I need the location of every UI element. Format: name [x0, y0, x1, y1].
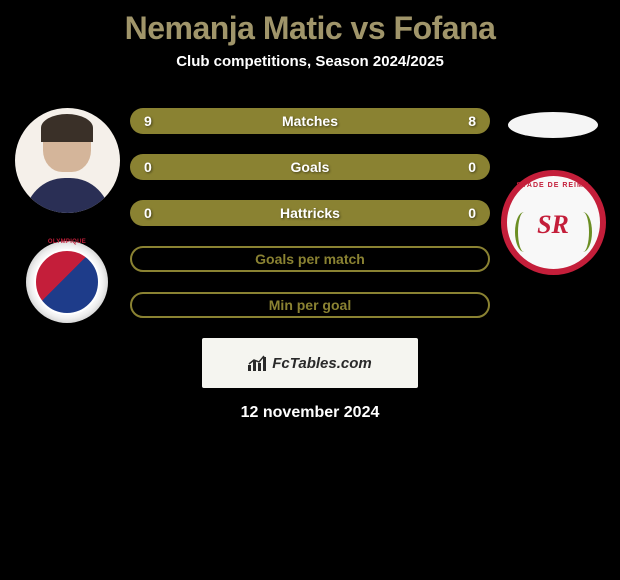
- stat-right-val: 8: [468, 113, 476, 129]
- stat-bar-goals: 0 Goals 0: [130, 154, 490, 180]
- stats-column: 9 Matches 8 0 Goals 0 0 Hattricks 0 Goal…: [122, 108, 498, 422]
- subtitle: Club competitions, Season 2024/2025: [10, 53, 610, 70]
- stat-bar-goals-per-match: Goals per match: [130, 246, 490, 272]
- club-badge-reims: STADE DE REIMS SR: [501, 170, 606, 275]
- right-column: STADE DE REIMS SR: [498, 108, 608, 275]
- left-column: OLYMPIQUE: [12, 108, 122, 323]
- player-photo-left: [15, 108, 120, 213]
- stat-left-val: 0: [144, 159, 152, 175]
- comparison-card: Nemanja Matic vs Fofana Club competition…: [0, 0, 620, 422]
- stat-label: Hattricks: [280, 205, 340, 221]
- stat-label: Goals per match: [255, 251, 365, 267]
- brand-text: FcTables.com: [272, 355, 371, 372]
- content-row: OLYMPIQUE 9 Matches 8 0 Goals 0 0 Hattri…: [10, 108, 610, 422]
- date-text: 12 november 2024: [130, 404, 490, 422]
- stat-left-val: 9: [144, 113, 152, 129]
- stat-label: Matches: [282, 113, 338, 129]
- club-badge-lyon: OLYMPIQUE: [26, 241, 108, 323]
- player-placeholder-right: [508, 112, 598, 138]
- page-title: Nemanja Matic vs Fofana: [10, 10, 610, 47]
- stat-bar-matches: 9 Matches 8: [130, 108, 490, 134]
- stat-label: Goals: [291, 159, 330, 175]
- stat-right-val: 0: [468, 205, 476, 221]
- stat-left-val: 0: [144, 205, 152, 221]
- stat-right-val: 0: [468, 159, 476, 175]
- stat-bar-hattricks: 0 Hattricks 0: [130, 200, 490, 226]
- stat-label: Min per goal: [269, 297, 351, 313]
- stat-bar-min-per-goal: Min per goal: [130, 292, 490, 318]
- chart-icon: [248, 355, 268, 371]
- brand-card: FcTables.com: [202, 338, 418, 388]
